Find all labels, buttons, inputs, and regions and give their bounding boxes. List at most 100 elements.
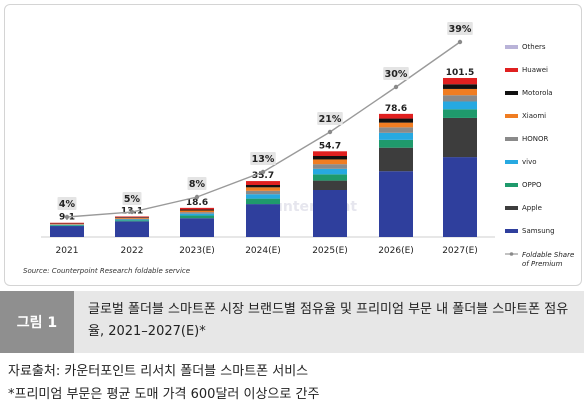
legend-swatch-huawei	[505, 68, 518, 72]
total-label-2023-e: 18.6	[186, 198, 208, 208]
legend-label-motorola: Motorola	[522, 89, 553, 97]
bar-segment-motorola-2022	[115, 217, 149, 218]
legend-label-honor: HONOR	[522, 135, 549, 143]
figure-caption-bar: 그림 1 글로벌 폴더블 스마트폰 시장 브랜드별 점유율 및 프리미엄 부문 …	[0, 291, 584, 353]
legend-swatch-motorola	[505, 91, 518, 95]
legend-swatch-vivo	[505, 160, 518, 164]
premium-share-label-2021: 4%	[59, 199, 76, 210]
source-note: 자료출처: 카운터포인트 리서치 폴더블 스마트폰 서비스	[8, 364, 309, 379]
bar-segment-oppo-2026-e	[379, 139, 413, 148]
bar-segment-vivo-2024-e	[246, 194, 280, 199]
bar-segment-oppo-2022	[115, 220, 149, 222]
premium-share-label-2025-e: 21%	[319, 114, 342, 125]
bar-segment-huawei-2025-e	[313, 151, 347, 157]
premium-share-label-2027-e: 39%	[449, 24, 472, 35]
bar-segment-samsung-2023-e	[180, 218, 214, 237]
x-tick-label-2021: 2021	[56, 246, 79, 256]
premium-share-point-2024-e	[260, 169, 266, 175]
legend-swatch-samsung	[505, 229, 518, 233]
x-tick-label-2024-e: 2024(E)	[245, 246, 281, 256]
x-tick-label-2022: 2022	[121, 246, 144, 256]
legend-swatch-others	[505, 45, 518, 49]
bar-segment-samsung-2022	[115, 221, 149, 237]
bar-segment-huawei-2027-e	[443, 77, 477, 85]
bar-segment-huawei-2021	[50, 222, 84, 224]
legend-label-others: Others	[522, 43, 546, 51]
bar-segment-vivo-2022	[115, 219, 149, 221]
bar-segment-xiaomi-2023-e	[180, 210, 214, 213]
bar-segment-motorola-2026-e	[379, 118, 413, 123]
bar-segment-xiaomi-2022	[115, 217, 149, 219]
premium-share-label-box-2024-e	[250, 152, 276, 165]
premium-share-label-box-2027-e	[447, 22, 473, 35]
bar-segment-motorola-2027-e	[443, 84, 477, 89]
premium-share-label-box-2022	[122, 192, 142, 205]
x-tick-label-2027-e: 2027(E)	[442, 246, 478, 256]
bar-segment-samsung-2026-e	[379, 171, 413, 237]
bar-segment-samsung-2021	[50, 226, 84, 237]
bar-segment-apple-2027-e	[443, 117, 477, 158]
bar-segment-xiaomi-2027-e	[443, 88, 477, 96]
x-tick-label-2023-e: 2023(E)	[179, 246, 215, 256]
legend-label-xiaomi: Xiaomi	[522, 112, 546, 120]
bar-segment-honor-2022	[115, 218, 149, 220]
premium-share-point-2022	[129, 209, 135, 215]
bar-segment-honor-2024-e	[246, 190, 280, 195]
bar-segment-huawei-2026-e	[379, 113, 413, 119]
premium-share-point-2027-e	[457, 39, 463, 45]
bar-segment-huawei-2023-e	[180, 207, 214, 210]
total-label-2025-e: 54.7	[319, 141, 341, 151]
legend-line-marker	[509, 252, 514, 256]
bar-segment-apple-2026-e	[379, 147, 413, 172]
bar-segment-vivo-2023-e	[180, 213, 214, 216]
total-label-2027-e: 101.5	[446, 68, 474, 78]
bar-segment-oppo-2027-e	[443, 109, 477, 118]
bar-segment-honor-2026-e	[379, 127, 413, 133]
bar-segment-honor-2025-e	[313, 164, 347, 169]
bar-segment-samsung-2027-e	[443, 157, 477, 237]
bar-segment-oppo-2024-e	[246, 198, 280, 205]
legend-label-oppo: OPPO	[522, 181, 542, 189]
bar-segment-apple-2025-e	[313, 180, 347, 190]
bar-segment-xiaomi-2024-e	[246, 187, 280, 191]
x-tick-label-2026-e: 2026(E)	[378, 246, 414, 256]
bar-segment-huawei-2022	[115, 216, 149, 218]
bar-segment-samsung-2025-e	[313, 190, 347, 237]
legend-swatch-honor	[505, 137, 518, 141]
bar-segment-honor-2023-e	[180, 212, 214, 214]
premium-share-point-2021	[64, 214, 70, 220]
bar-segment-motorola-2025-e	[313, 156, 347, 160]
bar-segment-vivo-2026-e	[379, 132, 413, 140]
premium-share-label-2026-e: 30%	[385, 69, 408, 80]
foldable-shipments-chart: Counterpoint9.1202113.1202218.62023(E)35…	[23, 22, 574, 275]
premium-share-label-box-2026-e	[383, 67, 409, 80]
total-label-2026-e: 78.6	[385, 104, 407, 114]
legend-label-apple: Apple	[522, 204, 542, 212]
premium-share-label-box-2025-e	[317, 112, 343, 125]
bar-segment-huawei-2024-e	[246, 181, 280, 185]
legend-label-samsung: Samsung	[522, 227, 555, 235]
legend-label-huawei: Huawei	[522, 66, 548, 74]
figure-label: 그림 1	[0, 291, 74, 353]
legend-label-line-2: of Premium	[522, 260, 563, 268]
bar-segment-honor-2027-e	[443, 95, 477, 102]
bar-segment-oppo-2023-e	[180, 215, 214, 219]
bar-segment-motorola-2023-e	[180, 209, 214, 211]
bar-segment-oppo-2025-e	[313, 174, 347, 181]
premium-share-label-2024-e: 13%	[252, 154, 275, 165]
legend-swatch-oppo	[505, 183, 518, 187]
premium-share-point-2023-e	[194, 194, 200, 200]
total-label-2024-e: 35.7	[252, 171, 274, 181]
premium-share-label-2022: 5%	[124, 194, 141, 205]
bar-segment-vivo-2027-e	[443, 101, 477, 110]
premium-share-label-box-2021	[57, 197, 77, 210]
premium-share-point-2025-e	[327, 129, 333, 135]
bar-segment-motorola-2024-e	[246, 184, 280, 188]
premium-share-label-box-2023-e	[187, 177, 207, 190]
legend-label-line-1: Foldable Share	[522, 251, 574, 259]
premium-share-label-2023-e: 8%	[189, 179, 206, 190]
bar-segment-samsung-2024-e	[246, 204, 280, 237]
x-tick-label-2025-e: 2025(E)	[312, 246, 348, 256]
chart-panel: Counterpoint9.1202113.1202218.62023(E)35…	[4, 4, 582, 286]
legend-label-vivo: vivo	[522, 158, 537, 166]
